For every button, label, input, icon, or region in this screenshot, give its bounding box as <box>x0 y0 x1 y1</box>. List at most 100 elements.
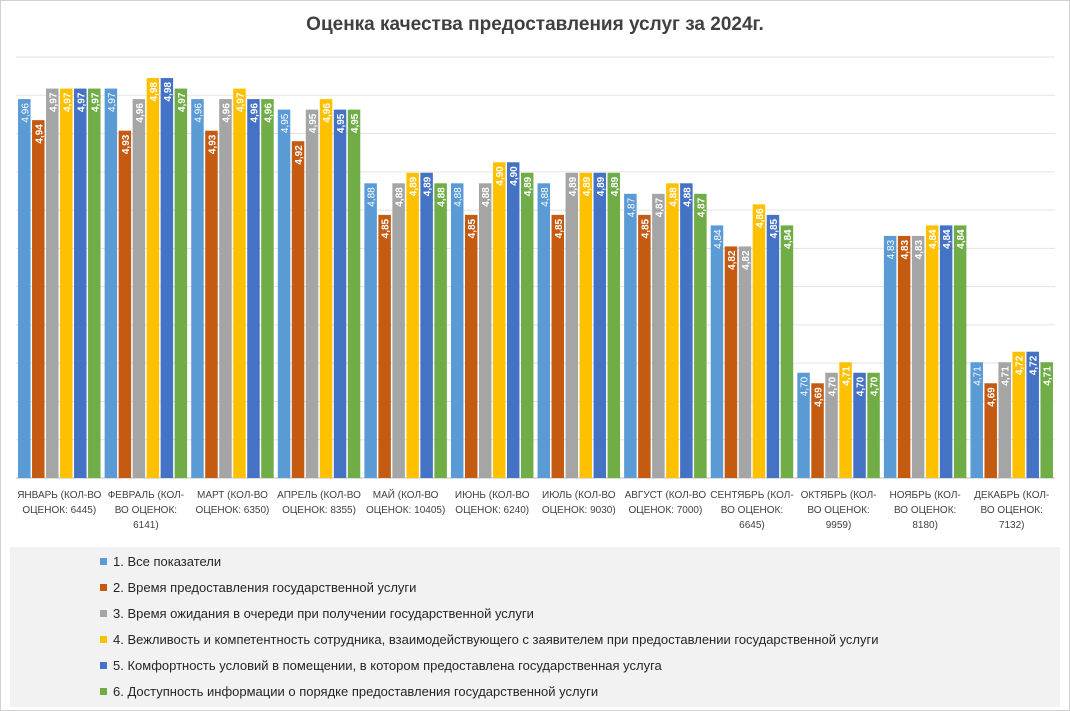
data-label: 4,83 <box>900 239 911 259</box>
data-label: 4,95 <box>280 113 291 133</box>
legend-label: 3. Время ожидания в очереди при получени… <box>113 605 534 621</box>
bar <box>1026 351 1039 478</box>
data-label: 4,97 <box>107 92 118 112</box>
bar <box>520 172 534 478</box>
bar <box>277 109 291 478</box>
data-label: 4,89 <box>610 176 621 196</box>
bar <box>74 88 87 478</box>
legend-swatch <box>100 687 107 695</box>
data-label: 4,97 <box>62 92 73 112</box>
bar <box>911 235 925 478</box>
bar <box>333 109 347 478</box>
bar <box>839 362 852 478</box>
x-tick-label: НОЯБРЬ (КОЛ- <box>890 490 961 501</box>
bar <box>46 88 59 478</box>
bar <box>464 214 478 478</box>
data-label: 4,94 <box>34 124 45 144</box>
bar <box>506 162 520 478</box>
data-label: 4,97 <box>76 92 87 112</box>
chart-title: Оценка качества предоставления услуг за … <box>306 14 764 35</box>
legend-label: 2. Время предоставления государственной … <box>113 579 417 595</box>
data-label: 4,85 <box>769 218 780 238</box>
data-label: 4,85 <box>467 218 478 238</box>
bar <box>970 362 983 478</box>
x-tick-label: АПРЕЛЬ (КОЛ-ВО <box>277 490 361 501</box>
bar <box>261 99 274 478</box>
x-tick-label: ВО ОЦЕНОК: <box>115 505 177 516</box>
data-label: 4,69 <box>987 387 998 407</box>
legend-item: 1. Все показатели <box>100 551 221 571</box>
bar <box>146 78 160 479</box>
bar <box>984 383 997 478</box>
data-label: 4,87 <box>654 197 665 217</box>
data-label: 4,89 <box>596 176 607 196</box>
bar <box>537 183 551 479</box>
bar <box>780 225 794 478</box>
bar <box>406 172 419 478</box>
data-label: 4,72 <box>1029 355 1040 375</box>
legend-item: 4. Вежливость и компетентность сотрудник… <box>100 629 879 649</box>
legend-swatch <box>100 557 107 565</box>
x-tick-label: ИЮНЬ (КОЛ-ВО <box>455 490 530 501</box>
bar <box>579 172 593 478</box>
x-tick-label: 7132) <box>999 520 1025 531</box>
data-label: 4,97 <box>235 92 246 112</box>
bar <box>652 193 665 478</box>
legend-label: 1. Все показатели <box>113 553 222 569</box>
bar <box>434 183 447 479</box>
bar <box>18 99 31 478</box>
x-tick-label: ВО ОЦЕНОК: <box>894 505 956 516</box>
x-tick-label: АВГУСТ (КОЛ-ВО <box>625 490 707 501</box>
legend-swatch <box>100 661 107 669</box>
legend-label: 6. Доступность информации о порядке пред… <box>113 683 599 699</box>
legend-label: 4. Вежливость и компетентность сотрудник… <box>113 631 879 647</box>
x-tick-label: ОЦЕНОК: 9030) <box>542 505 616 516</box>
bar <box>867 372 880 478</box>
x-tick-label: ЯНВАРЬ (КОЛ-ВО <box>17 490 101 501</box>
legend-swatch <box>100 609 107 617</box>
data-label: 4,90 <box>509 166 520 186</box>
data-label: 4,96 <box>322 103 333 123</box>
bar <box>32 120 45 479</box>
bar <box>478 183 492 479</box>
data-label: 4,96 <box>263 103 274 123</box>
bar <box>492 162 506 478</box>
x-tick-label: ОКТЯБРЬ (КОЛ- <box>801 490 877 501</box>
bar <box>998 362 1011 478</box>
data-label: 4,88 <box>481 187 492 207</box>
bar <box>347 109 361 478</box>
data-label: 4,88 <box>682 187 693 207</box>
x-tick-label: ВО ОЦЕНОК: <box>807 505 869 516</box>
bar <box>319 99 333 478</box>
data-label: 4,95 <box>350 113 361 133</box>
bar <box>420 172 433 478</box>
data-label: 4,88 <box>540 187 551 207</box>
data-label: 4,89 <box>409 176 420 196</box>
data-label: 4,89 <box>582 176 593 196</box>
bar <box>1040 362 1053 478</box>
data-label: 4,87 <box>696 197 707 217</box>
bar <box>897 235 911 478</box>
bar <box>853 372 866 478</box>
legend-item: 3. Время ожидания в очереди при получени… <box>100 603 534 623</box>
data-label: 4,70 <box>856 376 867 396</box>
bar <box>60 88 73 478</box>
bars <box>18 78 1053 479</box>
value-labels: 4,964,974,964,954,88 4,88 4,884,874,844,70… <box>20 82 1053 407</box>
gridlines <box>16 56 1055 479</box>
data-label: 4,98 <box>149 82 160 102</box>
data-label: 4,93 <box>207 134 218 154</box>
bar <box>160 78 174 479</box>
legend-item: 6. Доступность информации о порядке пред… <box>100 681 598 701</box>
data-label: 4,96 <box>193 103 204 123</box>
x-tick-label: ОЦЕНОК: 10405) <box>366 505 445 516</box>
data-label: 4,71 <box>973 366 984 386</box>
data-label: 4,83 <box>886 239 897 259</box>
data-label: 4,88 <box>367 187 378 207</box>
data-label: 4,97 <box>177 92 188 112</box>
bar <box>724 246 738 478</box>
x-axis-labels: ЯНВАРЬ (КОЛ-ВО ОЦЕНОК: 6445) ФЕВРАЛЬ (КОЛ-… <box>17 488 1049 531</box>
x-tick-label: ВО ОЦЕНОК: <box>721 505 783 516</box>
bar <box>607 172 621 478</box>
bar <box>638 214 651 478</box>
